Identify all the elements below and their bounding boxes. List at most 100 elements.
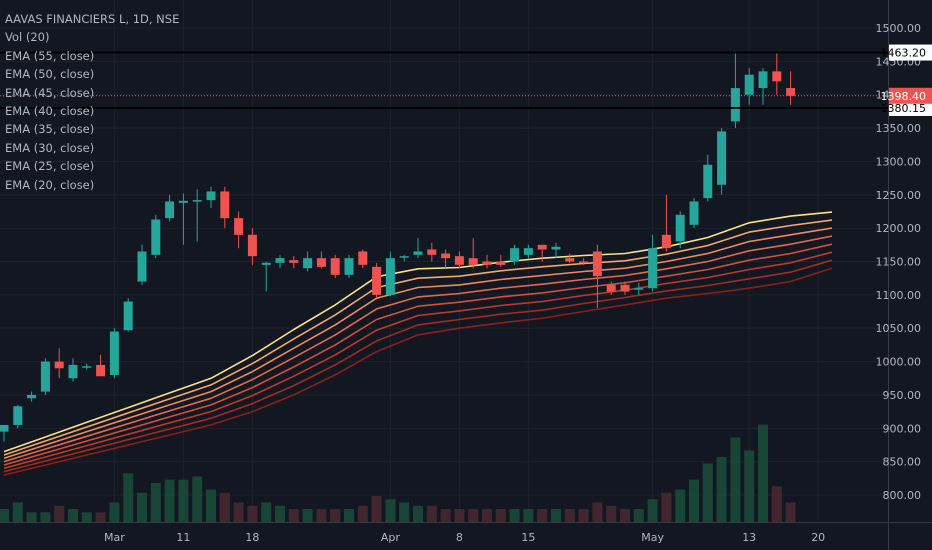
candle-body xyxy=(275,258,285,263)
candle-body xyxy=(27,394,37,399)
axis-label-box xyxy=(889,44,932,61)
volume-bar xyxy=(730,437,741,522)
volume-bar xyxy=(219,492,230,522)
volume-bar xyxy=(0,509,9,522)
candle-body xyxy=(68,364,78,379)
candle-body xyxy=(510,248,520,262)
volume-bar xyxy=(330,509,341,522)
x-tick-label: Mar xyxy=(104,531,125,544)
volume-bar xyxy=(109,502,120,522)
x-tick-label: Apr xyxy=(381,531,401,544)
candle-body xyxy=(330,258,340,275)
candle-body xyxy=(40,361,50,392)
volume-bar xyxy=(523,509,534,522)
candle-body xyxy=(592,251,602,277)
volume-bars xyxy=(0,424,796,522)
volume-bar xyxy=(399,502,410,522)
volume-bar xyxy=(647,499,658,522)
candle-body xyxy=(165,201,175,219)
x-tick-label: 15 xyxy=(521,531,535,544)
ema-line xyxy=(3,219,833,456)
candle-body xyxy=(689,201,699,225)
legend-ema-20[interactable]: EMA (20, close) xyxy=(5,177,95,192)
x-tick-label: 13 xyxy=(742,531,756,544)
volume-bar xyxy=(178,479,189,522)
volume-bar xyxy=(468,509,479,522)
volume-bar xyxy=(344,509,354,522)
candle-body xyxy=(206,191,216,201)
y-tick-label: 1150.00 xyxy=(876,256,922,269)
legend-ema-35[interactable]: EMA (35, close) xyxy=(5,122,95,137)
candle-body xyxy=(579,261,589,263)
candle-body xyxy=(413,251,423,255)
volume-bar xyxy=(537,509,548,522)
candle-body xyxy=(220,191,230,219)
volume-bar xyxy=(54,505,65,522)
candle-body xyxy=(675,214,685,242)
volume-bar xyxy=(40,512,51,522)
legend-symbol[interactable]: AAVAS FINANCIERS L, 1D, NSE xyxy=(5,12,180,26)
axis-label-text: 1463.20 xyxy=(881,47,927,60)
candle-body xyxy=(192,200,202,202)
volume-bar xyxy=(233,502,244,522)
volume-bar xyxy=(192,476,203,522)
legend-ema-45[interactable]: EMA (45, close) xyxy=(5,85,95,100)
volume-bar xyxy=(592,502,603,522)
chart-legend: AAVAS FINANCIERS L, 1D, NSE Vol (20) EMA… xyxy=(5,10,179,194)
volume-bar xyxy=(689,479,699,522)
y-tick-label: 1300.00 xyxy=(876,155,922,168)
x-tick-label: 20 xyxy=(811,531,825,544)
candles xyxy=(0,51,796,442)
volume-bar xyxy=(247,505,258,522)
volume-bar xyxy=(440,509,451,522)
volume-bar xyxy=(385,499,396,522)
volume-bar xyxy=(661,492,672,522)
legend-vol[interactable]: Vol (20) xyxy=(5,30,50,45)
volume-bar xyxy=(123,473,134,522)
candle-body xyxy=(372,266,382,295)
candle-body xyxy=(606,284,616,292)
volume-bar xyxy=(551,509,561,522)
candle-body xyxy=(565,258,575,262)
legend-ema-30[interactable]: EMA (30, close) xyxy=(5,140,95,155)
y-tick-label: 900.00 xyxy=(883,422,922,435)
volume-bar xyxy=(357,505,368,522)
x-tick-label: May xyxy=(641,531,664,544)
candle-body xyxy=(620,284,630,292)
ema-line xyxy=(3,227,833,460)
candle-body xyxy=(427,249,437,255)
legend-ema-40[interactable]: EMA (40, close) xyxy=(5,104,95,119)
volume-bar xyxy=(633,509,644,522)
candle-body xyxy=(151,219,161,255)
candle-body xyxy=(234,218,244,235)
volume-bar xyxy=(716,457,727,522)
volume-bar xyxy=(482,509,492,522)
candle-body xyxy=(13,406,23,425)
volume-bar xyxy=(454,509,465,522)
volume-bar xyxy=(275,505,285,522)
volume-bar xyxy=(261,502,272,522)
volume-bar xyxy=(95,512,106,522)
last-price-text: 1398.40 xyxy=(881,90,927,103)
volume-bar xyxy=(26,512,37,522)
volume-bar xyxy=(206,489,216,522)
candle-body xyxy=(303,258,313,269)
x-tick-label: 18 xyxy=(245,531,259,544)
volume-bar xyxy=(150,483,161,522)
legend-ema-55[interactable]: EMA (55, close) xyxy=(5,48,95,63)
y-tick-label: 1350.00 xyxy=(876,122,922,135)
candle-body xyxy=(661,234,671,249)
candle-body xyxy=(0,424,9,432)
candle-body xyxy=(289,260,299,263)
ema-line xyxy=(3,251,833,470)
candle-body xyxy=(551,246,561,250)
volume-bar xyxy=(758,424,768,522)
ema-line xyxy=(3,211,833,453)
legend-ema-25[interactable]: EMA (25, close) xyxy=(5,159,95,174)
volume-bar xyxy=(675,489,686,522)
legend-ema-50[interactable]: EMA (50, close) xyxy=(5,67,95,82)
y-tick-label: 950.00 xyxy=(883,389,922,402)
candle-body xyxy=(82,366,92,368)
last-price-box xyxy=(889,87,932,104)
